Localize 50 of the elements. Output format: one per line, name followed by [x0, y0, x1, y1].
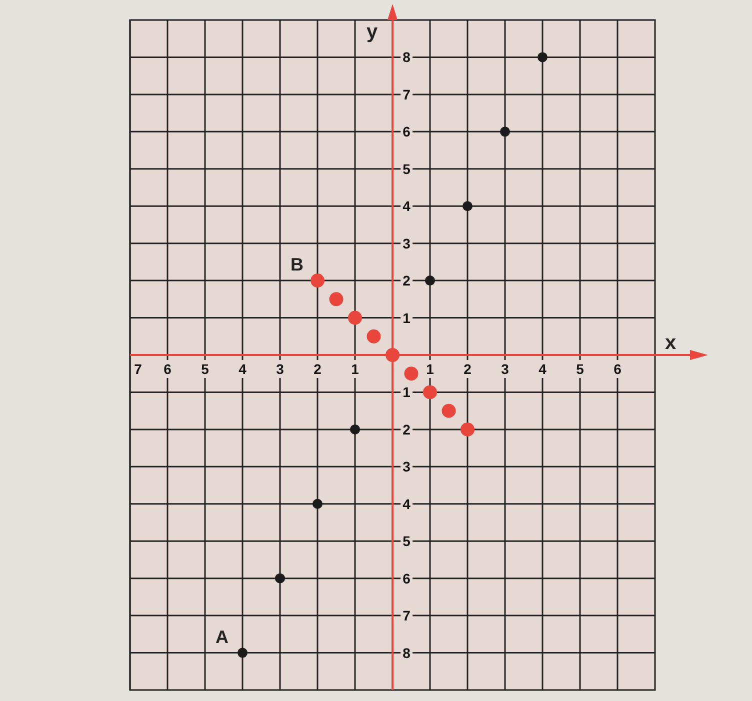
point: [366, 329, 381, 344]
x-tick-label: 5: [201, 361, 210, 377]
x-tick-label: 3: [501, 361, 510, 377]
y-tick-label: 6: [402, 124, 411, 140]
point: [423, 385, 437, 400]
y-tick-label: 4: [402, 198, 411, 214]
x-tick-label: 3: [276, 361, 284, 377]
point: [329, 292, 344, 306]
point: [238, 648, 248, 658]
y-tick-label: 3: [402, 235, 411, 252]
y-tick-label: 2: [402, 421, 411, 438]
x-tick-label: 2: [314, 361, 322, 377]
y-tick-label: 1: [402, 384, 411, 400]
y-tick-label: 4: [402, 496, 411, 512]
point: [350, 424, 360, 434]
x-tick-label: 4: [538, 361, 547, 377]
y-tick-label: 5: [402, 160, 411, 177]
x-tick-label: 2: [464, 361, 472, 377]
x-axis-title: x: [665, 332, 676, 354]
point: [425, 276, 435, 286]
x-tick-label: 4: [238, 361, 247, 377]
y-tick-label: 5: [402, 533, 411, 550]
x-tick-label: 7: [134, 361, 142, 377]
point: [442, 404, 456, 418]
x-tick-label: 1: [426, 361, 434, 377]
y-tick-label: 2: [402, 272, 411, 289]
point: [462, 201, 472, 212]
annotation: A: [216, 626, 228, 647]
y-tick-label: 8: [402, 644, 411, 661]
point: [386, 348, 400, 362]
point: [538, 52, 548, 62]
y-tick-label: 3: [402, 458, 411, 475]
point: [404, 366, 418, 381]
x-tick-label: 6: [614, 361, 622, 377]
point: [460, 422, 474, 436]
point: [310, 274, 324, 288]
x-tick-label: 1: [351, 361, 360, 377]
x-tick-label: 6: [164, 361, 172, 377]
y-tick-label: 6: [402, 570, 411, 586]
point: [348, 310, 362, 325]
y-tick-label: 8: [402, 49, 411, 66]
y-axis-title: y: [366, 21, 378, 43]
y-tick-label: 7: [402, 608, 411, 624]
y-tick-label: 1: [402, 310, 411, 326]
x-tick-label: 5: [576, 361, 584, 377]
point: [275, 573, 285, 584]
y-tick-label: 7: [402, 86, 411, 102]
point: [500, 126, 510, 137]
annotation: B: [290, 254, 304, 275]
point: [312, 498, 322, 509]
